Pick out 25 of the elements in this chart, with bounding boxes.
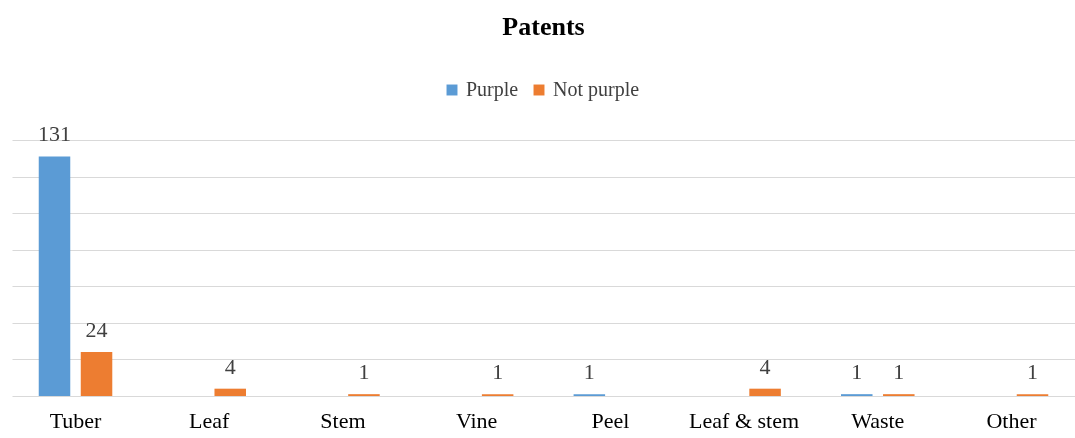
x-tick-label: Waste bbox=[851, 407, 905, 433]
bar bbox=[749, 388, 781, 396]
x-tick-label: Other bbox=[986, 407, 1038, 433]
chart-title: Patents bbox=[502, 12, 585, 41]
x-tick-label: Stem bbox=[320, 407, 366, 433]
x-tick-label: Leaf & stem bbox=[689, 407, 800, 433]
x-tick-label: Peel bbox=[591, 407, 630, 433]
data-label: 1 bbox=[358, 359, 370, 385]
legend-label: Purple bbox=[466, 78, 519, 101]
x-tick-label: Leaf bbox=[189, 407, 231, 433]
data-label: 1 bbox=[583, 359, 595, 385]
data-label: 1 bbox=[893, 359, 905, 385]
x-tick-label: Vine bbox=[455, 407, 498, 433]
bar bbox=[38, 156, 71, 396]
legend-label: Not purple bbox=[553, 78, 640, 101]
data-label: 131 bbox=[38, 121, 71, 147]
data-label: 1 bbox=[492, 359, 504, 385]
data-label: 24 bbox=[85, 317, 108, 343]
x-tick-label: Tuber bbox=[49, 407, 103, 433]
data-label: 4 bbox=[224, 353, 236, 379]
data-label: 1 bbox=[1027, 359, 1038, 385]
bar bbox=[80, 352, 113, 396]
data-label: 4 bbox=[759, 353, 771, 379]
bar bbox=[214, 388, 246, 396]
data-label: 1 bbox=[851, 359, 863, 385]
